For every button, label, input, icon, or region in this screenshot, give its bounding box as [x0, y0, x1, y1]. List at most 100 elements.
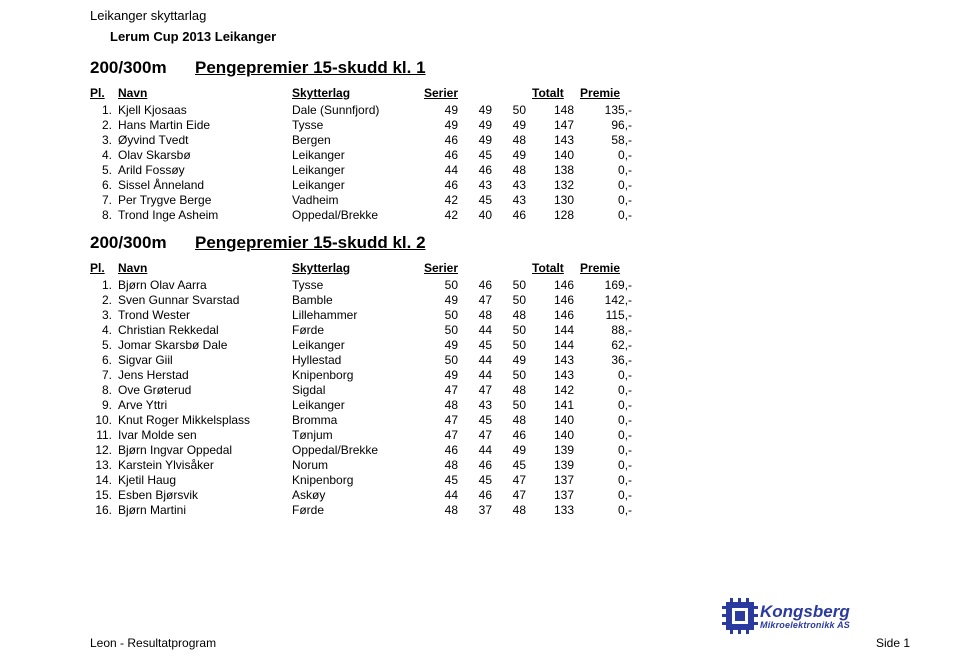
cell: 49	[498, 443, 532, 458]
cell: Norum	[292, 458, 424, 473]
cell: Leikanger	[292, 148, 424, 163]
cell: 47	[464, 293, 498, 308]
cell: 46	[424, 148, 464, 163]
cell: 49	[498, 353, 532, 368]
cell: 48	[498, 383, 532, 398]
cell: Hans Martin Eide	[118, 118, 292, 133]
cell: 135,-	[580, 103, 638, 118]
cell: Øyvind Tvedt	[118, 133, 292, 148]
cell: 139	[532, 443, 580, 458]
cell: Arild Fossøy	[118, 163, 292, 178]
cell: 46	[498, 208, 532, 223]
section-header: 200/300mPengepremier 15-skudd kl. 1	[90, 58, 910, 78]
cell: 50	[498, 338, 532, 353]
col-header	[498, 86, 532, 103]
cell: Knipenborg	[292, 473, 424, 488]
cell: 11.	[90, 428, 118, 443]
cell: 50	[498, 368, 532, 383]
cell: 6.	[90, 178, 118, 193]
cell: Dale (Sunnfjord)	[292, 103, 424, 118]
cell: 0,-	[580, 443, 638, 458]
results-table: Pl.NavnSkytterlagSerierTotaltPremie1.Bjø…	[90, 261, 638, 518]
cell: 47	[424, 428, 464, 443]
cell: 48	[424, 398, 464, 413]
cell: 96,-	[580, 118, 638, 133]
cell: 49	[424, 103, 464, 118]
cell: 146	[532, 278, 580, 293]
cell: 138	[532, 163, 580, 178]
cell: Per Trygve Berge	[118, 193, 292, 208]
cell: 48	[498, 133, 532, 148]
cell: 44	[464, 323, 498, 338]
cell: Karstein Ylvisåker	[118, 458, 292, 473]
cell: Knipenborg	[292, 368, 424, 383]
class-label: 200/300m	[90, 233, 195, 253]
table-row: 7.Per Trygve BergeVadheim4245431300,-	[90, 193, 638, 208]
cell: 48	[498, 163, 532, 178]
cell: 44	[464, 368, 498, 383]
cell: 49	[498, 118, 532, 133]
cell: Tønjum	[292, 428, 424, 443]
cell: 42	[424, 193, 464, 208]
results-table: Pl.NavnSkytterlagSerierTotaltPremie1.Kje…	[90, 86, 638, 223]
col-header: Serier	[424, 261, 464, 278]
cell: 48	[464, 308, 498, 323]
cell: 46	[464, 278, 498, 293]
cell: 0,-	[580, 398, 638, 413]
cell: 144	[532, 323, 580, 338]
cell: 44	[424, 163, 464, 178]
cell: Bamble	[292, 293, 424, 308]
cell: 0,-	[580, 368, 638, 383]
cell: Bjørn Ingvar Oppedal	[118, 443, 292, 458]
cell: 49	[424, 338, 464, 353]
cell: 47	[498, 473, 532, 488]
cell: 130	[532, 193, 580, 208]
cell: 50	[424, 353, 464, 368]
table-row: 3.Trond WesterLillehammer504848146115,-	[90, 308, 638, 323]
cell: 48	[498, 503, 532, 518]
table-row: 4.Olav SkarsbøLeikanger4645491400,-	[90, 148, 638, 163]
cell: Lillehammer	[292, 308, 424, 323]
table-row: 2.Sven Gunnar SvarstadBamble494750146142…	[90, 293, 638, 308]
cell: 1.	[90, 103, 118, 118]
table-row: 7.Jens HerstadKnipenborg4944501430,-	[90, 368, 638, 383]
table-row: 3.Øyvind TvedtBergen46494814358,-	[90, 133, 638, 148]
cell: 40	[464, 208, 498, 223]
cell: 49	[424, 293, 464, 308]
table-row: 14.Kjetil HaugKnipenborg4545471370,-	[90, 473, 638, 488]
cell: Leikanger	[292, 178, 424, 193]
footer-program: Leon - Resultatprogram	[90, 636, 216, 650]
cell: 44	[464, 353, 498, 368]
cell: 140	[532, 413, 580, 428]
cell: 0,-	[580, 413, 638, 428]
logo-brand: Kongsberg	[760, 603, 850, 620]
cell: Vadheim	[292, 193, 424, 208]
col-header: Totalt	[532, 261, 580, 278]
cell: 133	[532, 503, 580, 518]
cell: 46	[498, 428, 532, 443]
cell: 37	[464, 503, 498, 518]
cell: 140	[532, 428, 580, 443]
cell: Jomar Skarsbø Dale	[118, 338, 292, 353]
cell: 132	[532, 178, 580, 193]
section-header: 200/300mPengepremier 15-skudd kl. 2	[90, 233, 910, 253]
section-title: Pengepremier 15-skudd kl. 2	[195, 233, 426, 252]
cell: Bjørn Olav Aarra	[118, 278, 292, 293]
table-row: 13.Karstein YlvisåkerNorum4846451390,-	[90, 458, 638, 473]
cell: 36,-	[580, 353, 638, 368]
cell: Førde	[292, 503, 424, 518]
col-header: Premie	[580, 86, 638, 103]
cell: 13.	[90, 458, 118, 473]
cell: 5.	[90, 163, 118, 178]
cell: 142,-	[580, 293, 638, 308]
cell: 137	[532, 473, 580, 488]
cell: 8.	[90, 383, 118, 398]
cell: 49	[498, 148, 532, 163]
cell: 48	[424, 503, 464, 518]
cell: Trond Inge Asheim	[118, 208, 292, 223]
cell: Sigdal	[292, 383, 424, 398]
table-row: 6.Sissel ÅnnelandLeikanger4643431320,-	[90, 178, 638, 193]
cell: Hyllestad	[292, 353, 424, 368]
cell: Kjetil Haug	[118, 473, 292, 488]
cell: 4.	[90, 323, 118, 338]
